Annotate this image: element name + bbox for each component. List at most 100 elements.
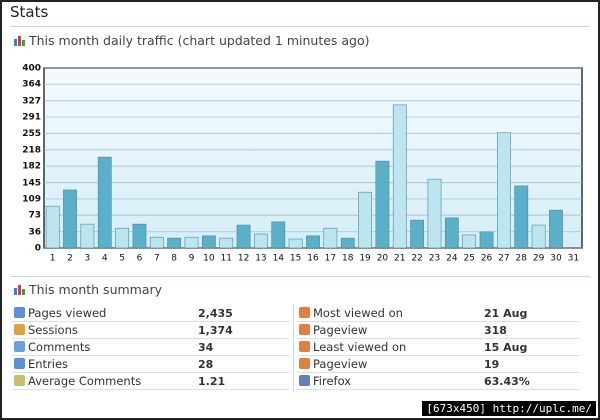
row-icon [14, 358, 25, 369]
bar [323, 227, 338, 249]
row-icon [299, 307, 310, 318]
y-tick-label: 36 [28, 227, 41, 237]
bar [531, 224, 546, 249]
x-tick-label: 23 [429, 254, 440, 264]
x-tick-label: 27 [498, 254, 509, 264]
row-icon [14, 307, 25, 318]
summary-label: Sessions [28, 323, 78, 337]
bar [149, 236, 164, 249]
bar [358, 191, 372, 249]
summary-label: Pages viewed [28, 306, 107, 320]
row-icon [299, 375, 310, 386]
summary-label-row: Sessions [14, 323, 78, 337]
summary-value: 2,435 [198, 307, 233, 320]
row-icon [299, 341, 310, 352]
y-tick-label: 109 [22, 194, 41, 204]
bar [236, 224, 251, 249]
y-tick-label: 291 [22, 113, 41, 123]
bar [115, 227, 129, 249]
bar [219, 237, 234, 249]
bar [549, 209, 563, 249]
summary-value: 28 [198, 358, 214, 371]
divider [10, 26, 590, 27]
chart-heading: This month daily traffic (chart updated … [29, 33, 370, 48]
x-tick-label: 24 [446, 254, 458, 264]
summary-label: Firefox [313, 374, 352, 388]
bar [63, 189, 77, 249]
summary-label: Pageview [313, 357, 368, 371]
bar [167, 237, 182, 249]
row-divider [297, 389, 579, 390]
row-icon [14, 375, 25, 386]
x-tick-label: 26 [481, 254, 493, 264]
x-tick-label: 20 [377, 254, 389, 264]
row-icon [14, 324, 25, 335]
summary-label-row: Most viewed on [299, 306, 403, 320]
row-icon [299, 324, 310, 335]
x-tick-label: 3 [85, 254, 91, 264]
row-divider [12, 338, 290, 339]
row-divider [297, 321, 579, 322]
bar [80, 223, 95, 249]
x-tick-label: 22 [411, 254, 422, 264]
y-tick-label: 327 [22, 96, 41, 106]
x-tick-label: 28 [516, 254, 528, 264]
watermark: [673x450] http://uplc.me/ [422, 401, 596, 416]
page-title: Stats [10, 3, 49, 21]
x-tick-label: 13 [255, 254, 266, 264]
plot-area [43, 67, 583, 249]
y-tick-label: 255 [22, 129, 41, 139]
bar [392, 104, 407, 249]
row-divider [12, 372, 290, 373]
row-divider [297, 372, 579, 373]
x-tick-label: 15 [290, 254, 301, 264]
y-tick-label: 0 [35, 244, 41, 254]
x-tick-label: 9 [189, 254, 195, 264]
bar [340, 237, 355, 249]
summary-label-row: Pageview [299, 357, 367, 371]
summary-value: 15 Aug [484, 341, 528, 354]
bar [479, 231, 494, 249]
bar [254, 233, 268, 249]
x-tick-label: 4 [102, 254, 108, 264]
y-tick-label: 364 [22, 80, 41, 90]
summary-value: 1,374 [198, 324, 233, 337]
x-tick-label: 17 [325, 254, 336, 264]
x-tick-label: 31 [568, 254, 579, 264]
bar [306, 235, 320, 249]
bar [410, 219, 425, 249]
summary-value: 19 [484, 358, 500, 371]
bar [497, 132, 511, 249]
x-tick-label: 18 [342, 254, 354, 264]
summary-value: 34 [198, 341, 214, 354]
x-tick-label: 19 [359, 254, 371, 264]
summary-label-row: Least viewed on [299, 340, 406, 354]
x-tick-label: 7 [154, 254, 160, 264]
y-tick-label: 73 [28, 211, 41, 221]
chart-icon [14, 285, 25, 295]
bar [184, 236, 199, 249]
summary-label: Comments [28, 340, 91, 354]
bar [132, 223, 147, 249]
x-tick-label: 11 [220, 254, 231, 264]
summary-label: Most viewed on [313, 306, 403, 320]
summary-label-row: Firefox [299, 374, 351, 388]
row-icon [299, 358, 310, 369]
x-tick-label: 5 [119, 254, 125, 264]
summary-label: Entries [28, 357, 69, 371]
bar [45, 205, 60, 249]
x-tick-label: 16 [307, 254, 319, 264]
summary-value: 318 [484, 324, 507, 337]
bar [514, 185, 529, 249]
x-tick-label: 10 [203, 254, 215, 264]
summary-label-row: Pageview [299, 323, 367, 337]
bar [288, 238, 303, 249]
row-icon [14, 341, 25, 352]
chart-heading-row: This month daily traffic (chart updated … [14, 33, 370, 48]
summary-value: 63.43% [484, 375, 530, 388]
summary-label-row: Comments [14, 340, 90, 354]
y-tick-label: 145 [22, 178, 41, 188]
summary-label: Average Comments [28, 374, 142, 388]
